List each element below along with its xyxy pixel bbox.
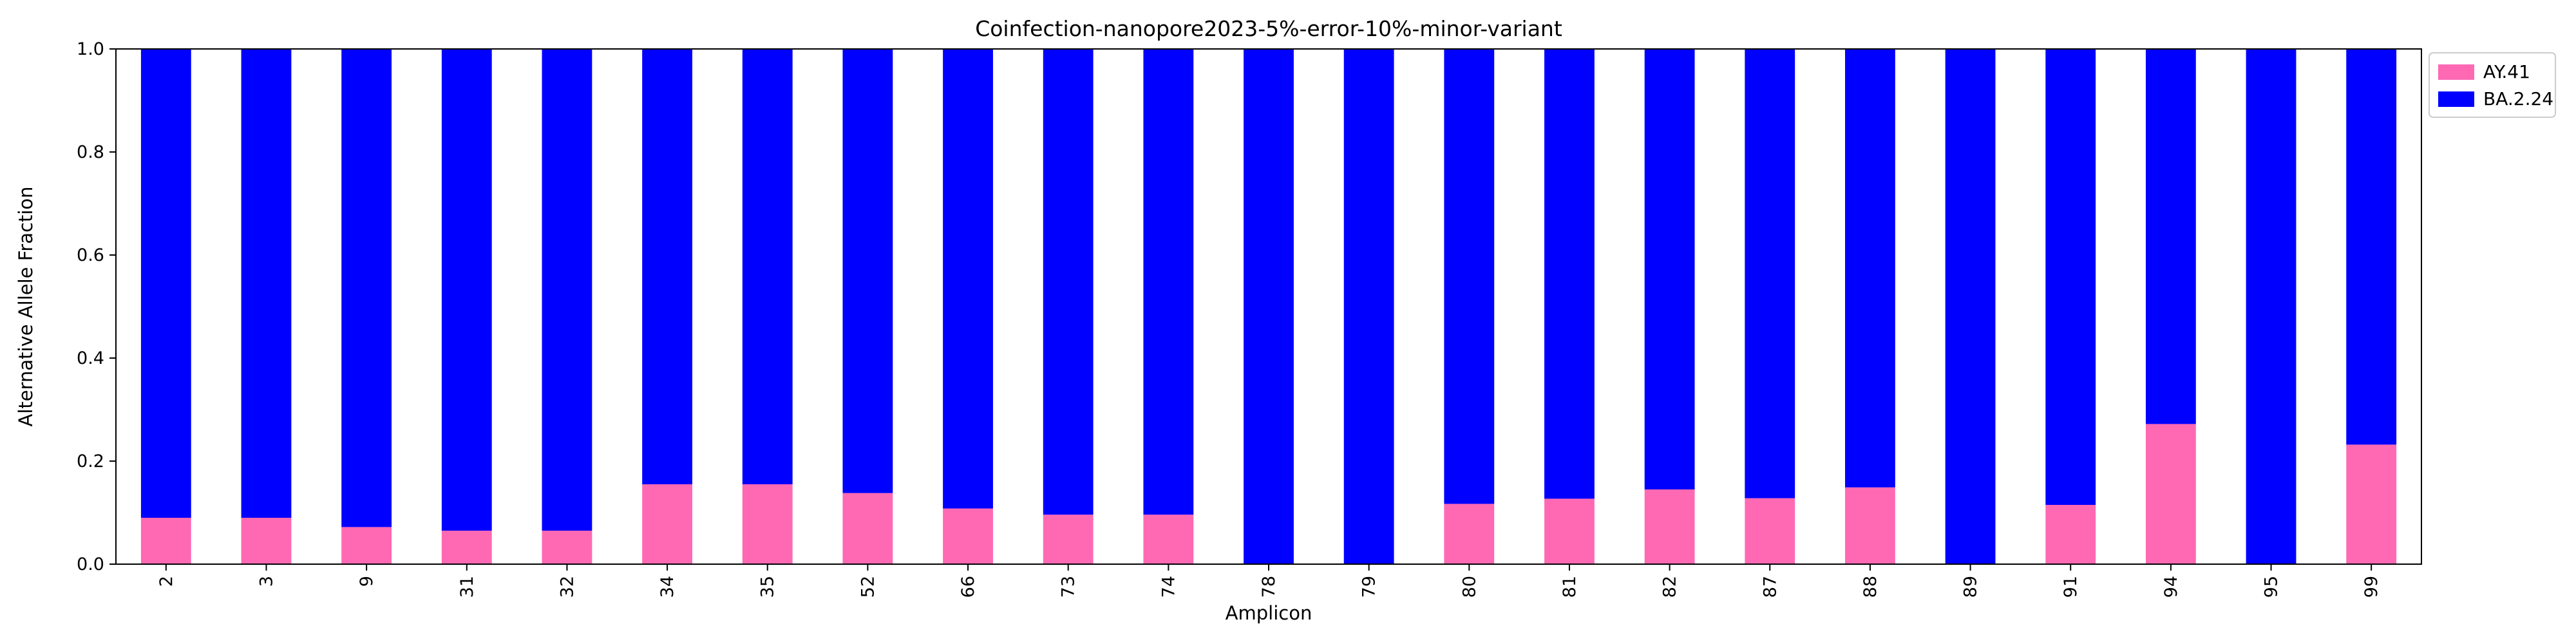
bar-AY-41-74	[1143, 515, 1194, 564]
bar-AY-41-66	[943, 508, 993, 564]
bar-AY-41-34	[642, 484, 692, 564]
bar-AY-41-32	[542, 531, 592, 564]
bar-BA-2-24-99	[2346, 49, 2397, 445]
bar-BA-2-24-74	[1143, 49, 1194, 515]
y-tick-label: 0.4	[77, 348, 104, 368]
bar-AY-41-91	[2045, 505, 2096, 564]
bar-BA-2-24-82	[1644, 49, 1695, 489]
x-tick-label: 79	[1359, 576, 1379, 598]
bar-BA-2-24-9	[341, 49, 392, 527]
x-tick-label: 66	[958, 576, 978, 598]
chart-title: Coinfection-nanopore2023-5%-error-10%-mi…	[975, 16, 1562, 41]
y-axis-label: Alternative Allele Fraction	[15, 187, 37, 427]
bar-BA-2-24-35	[742, 49, 793, 484]
bar-AY-41-82	[1644, 489, 1695, 564]
bar-BA-2-24-94	[2145, 49, 2196, 424]
x-tick-label: 82	[1660, 576, 1680, 598]
bar-AY-41-52	[842, 493, 893, 564]
y-tick-label: 1.0	[77, 39, 104, 59]
bar-BA-2-24-91	[2045, 49, 2096, 505]
bar-BA-2-24-66	[943, 49, 993, 509]
x-tick-label: 80	[1459, 576, 1479, 598]
x-tick-label: 31	[457, 576, 477, 598]
x-tick-label: 94	[2161, 576, 2181, 598]
bar-AY-41-3	[241, 518, 292, 564]
bar-AY-41-94	[2145, 424, 2196, 564]
bar-BA-2-24-89	[1945, 49, 1996, 564]
x-tick-label: 89	[1961, 576, 1981, 598]
bar-BA-2-24-31	[441, 49, 492, 531]
bar-AY-41-35	[742, 484, 793, 564]
bar-BA-2-24-73	[1043, 49, 1094, 515]
bar-BA-2-24-34	[642, 49, 692, 484]
bar-BA-2-24-52	[842, 49, 893, 493]
bar-BA-2-24-87	[1745, 49, 1795, 498]
y-tick-label: 0.8	[77, 142, 104, 162]
bar-AY-41-81	[1544, 498, 1595, 564]
x-tick-label: 74	[1159, 576, 1179, 598]
x-tick-label: 99	[2362, 576, 2382, 598]
bar-AY-41-99	[2346, 444, 2397, 564]
bar-BA-2-24-78	[1244, 49, 1294, 564]
bar-AY-41-88	[1845, 487, 1895, 564]
y-tick-label: 0.2	[77, 451, 104, 471]
x-tick-label: 3	[256, 576, 276, 587]
legend: AY.41 BA.2.24	[2429, 52, 2556, 118]
x-tick-label: 88	[1861, 576, 1880, 598]
legend-swatch	[2438, 64, 2474, 80]
legend-label: AY.41	[2483, 61, 2530, 82]
x-tick-label: 95	[2262, 576, 2282, 598]
x-tick-label: 34	[658, 576, 677, 598]
bar-BA-2-24-2	[140, 49, 191, 518]
x-tick-label: 87	[1760, 576, 1780, 598]
x-axis-label: Amplicon	[1226, 602, 1312, 624]
bar-BA-2-24-3	[241, 49, 292, 518]
legend-swatch	[2438, 91, 2474, 107]
x-tick-label: 9	[357, 576, 377, 587]
y-tick-label: 0.6	[77, 245, 104, 265]
x-tick-label: 35	[758, 576, 778, 598]
bar-BA-2-24-79	[1343, 49, 1394, 564]
bar-AY-41-2	[140, 518, 191, 564]
x-axis: 2 3 9 31 32 34 35 52 66 73 74 78 79 80 81 82 87 88 89 91 94 9…	[156, 564, 2382, 598]
bar-AY-41-87	[1745, 498, 1795, 564]
bar-BA-2-24-80	[1444, 49, 1495, 504]
x-tick-label: 78	[1259, 576, 1279, 598]
x-tick-label: 52	[858, 576, 878, 598]
bar-AY-41-73	[1043, 515, 1094, 564]
x-tick-label: 2	[156, 576, 176, 587]
x-tick-label: 32	[557, 576, 577, 598]
bar-BA-2-24-32	[542, 49, 592, 531]
y-axis: 0.0 0.2 0.4 0.6 0.8 1.0	[77, 39, 116, 574]
bar-BA-2-24-81	[1544, 49, 1595, 499]
x-tick-label: 81	[1560, 576, 1580, 598]
bars-group	[140, 49, 2397, 564]
bar-BA-2-24-88	[1845, 49, 1895, 488]
legend-label: BA.2.24	[2483, 88, 2553, 109]
bar-AY-41-80	[1444, 504, 1495, 564]
x-tick-label: 73	[1059, 576, 1079, 598]
x-tick-label: 91	[2061, 576, 2081, 598]
y-tick-label: 0.0	[77, 554, 104, 574]
bar-AY-41-9	[341, 527, 392, 564]
bar-BA-2-24-95	[2246, 49, 2297, 564]
bar-AY-41-31	[441, 531, 492, 564]
